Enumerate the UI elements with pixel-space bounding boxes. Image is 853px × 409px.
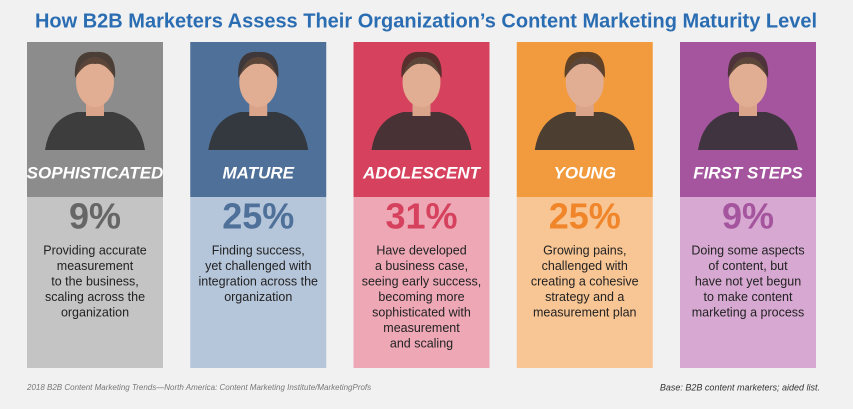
description-line: creating a cohesive <box>531 274 639 288</box>
description-line: seeing early success, <box>362 274 482 288</box>
card-bottom <box>680 197 816 368</box>
description-line: organization <box>61 305 129 319</box>
description-line: to the business, <box>51 274 139 288</box>
percent: 9% <box>722 196 774 237</box>
description-line: sophisticated with <box>372 305 471 319</box>
description-line: and scaling <box>390 336 453 350</box>
portrait-shoulders <box>208 112 309 150</box>
title: How B2B Marketers Assess Their Organizat… <box>35 10 817 32</box>
description-line: measurement plan <box>533 305 637 319</box>
card-bottom <box>190 197 327 368</box>
portrait-hair <box>564 51 605 78</box>
portrait-shoulders <box>371 112 472 150</box>
portrait-head <box>76 57 114 107</box>
description-line: marketing a process <box>692 305 805 319</box>
portrait-head <box>402 57 441 107</box>
level-label: MATURE <box>223 163 295 182</box>
percent: 31% <box>385 196 457 237</box>
portrait-head <box>565 57 604 107</box>
description-line: measurement <box>383 321 460 335</box>
percent: 25% <box>549 196 621 237</box>
description-line: have not yet begun <box>695 274 801 288</box>
level-label: YOUNG <box>554 163 616 182</box>
description-line: integration across the <box>198 274 318 288</box>
description-line: to make content <box>704 290 793 304</box>
source: 2018 B2B Content Marketing Trends—North … <box>26 383 371 392</box>
percent: 9% <box>69 196 121 237</box>
portrait-shoulders <box>698 112 798 150</box>
description-line: scaling across the <box>45 290 145 304</box>
portrait-head <box>239 57 278 107</box>
portrait-hair <box>238 51 279 78</box>
portrait-hair <box>401 51 442 78</box>
level-label: FIRST STEPS <box>693 163 803 182</box>
description-line: Providing accurate <box>43 243 147 257</box>
portrait-hair <box>74 51 116 78</box>
description-line: of content, but <box>708 259 788 273</box>
description-line: Finding success, <box>212 243 305 257</box>
description-line: strategy and a <box>545 290 624 304</box>
description-line: Growing pains, <box>543 243 626 257</box>
description-line: organization <box>224 290 292 304</box>
portrait-head <box>729 57 767 107</box>
description-line: becoming more <box>378 290 464 304</box>
base-note: Base: B2B content marketers; aided list. <box>660 382 820 392</box>
portrait-hair <box>727 51 769 78</box>
level-label: SOPHISTICATED <box>27 163 164 182</box>
portrait-shoulders <box>45 112 145 150</box>
card-bottom <box>27 197 163 368</box>
description-line: challenged with <box>542 259 628 273</box>
portrait-shoulders <box>534 112 635 150</box>
level-label: ADOLESCENT <box>362 163 482 182</box>
card-bottom <box>353 197 490 368</box>
card-bottom <box>516 197 653 368</box>
description-line: yet challenged with <box>205 259 311 273</box>
percent: 25% <box>222 196 294 237</box>
description-line: Doing some aspects <box>691 243 804 257</box>
description-line: measurement <box>57 259 134 273</box>
description-line: a business case, <box>375 259 468 273</box>
description-line: Have developed <box>376 243 466 257</box>
